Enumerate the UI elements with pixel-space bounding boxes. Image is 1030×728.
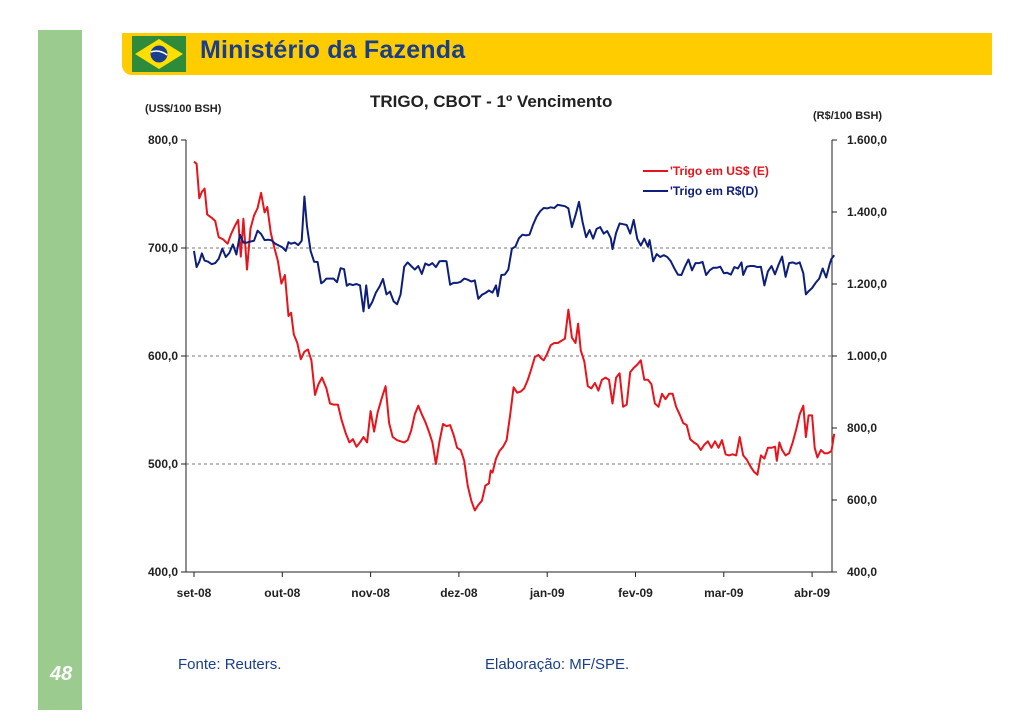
ministry-name: Ministério da Fazenda (200, 36, 466, 64)
left-tick-label: 600,0 (148, 349, 178, 363)
x-tick-label: jan-09 (529, 586, 565, 600)
brazil-flag-logo (132, 36, 186, 72)
chart-title: TRIGO, CBOT - 1º Vencimento (370, 92, 613, 111)
x-tick-label: dez-08 (440, 586, 478, 600)
legend-label: 'Trigo em R$(D) (670, 184, 758, 198)
left-axis-unit: (US$/100 BSH) (145, 103, 222, 115)
chart-legend: 'Trigo em US$ (E) 'Trigo em R$(D) (643, 164, 769, 198)
right-tick-label: 1.400,0 (847, 205, 887, 219)
x-tick-label: out-08 (264, 586, 300, 600)
page-number: 48 (50, 663, 73, 685)
right-tick-label: 800,0 (847, 421, 877, 435)
right-tick-label: 1.000,0 (847, 349, 887, 363)
series-line-brl (193, 195, 836, 313)
left-accent-bar (38, 30, 82, 710)
x-tick-label: mar-09 (704, 586, 744, 600)
series-layer (193, 160, 836, 512)
x-tick-label: set-08 (177, 586, 212, 600)
chart-axes: 800,0 700,0 600,0 500,0 400,0 1.600,0 1.400,0 1… (148, 133, 887, 600)
left-tick-label: 800,0 (148, 133, 178, 147)
x-tick-label: nov-08 (351, 586, 390, 600)
left-tick-label: 400,0 (148, 565, 178, 579)
legend-label: 'Trigo em US$ (E) (670, 164, 769, 178)
left-tick-label: 500,0 (148, 457, 178, 471)
series-line-usd (193, 160, 836, 512)
right-tick-label: 600,0 (847, 493, 877, 507)
source-note: Fonte: Reuters. (178, 656, 282, 673)
x-tick-label: abr-09 (794, 586, 830, 600)
right-axis-unit: (R$/100 BSH) (813, 110, 883, 122)
left-tick-label: 700,0 (148, 241, 178, 255)
header-bar (122, 33, 992, 75)
right-tick-label: 400,0 (847, 565, 877, 579)
right-tick-label: 1.600,0 (847, 133, 887, 147)
x-tick-label: fev-09 (618, 586, 653, 600)
right-tick-label: 1.200,0 (847, 277, 887, 291)
credit-note: Elaboração: MF/SPE. (485, 656, 630, 673)
